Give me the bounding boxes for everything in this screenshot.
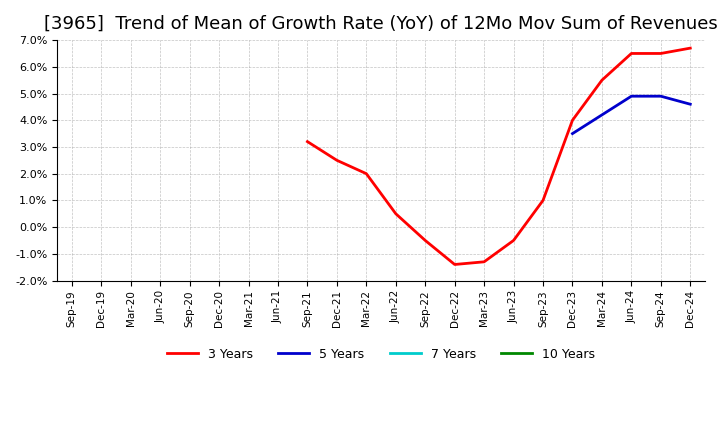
- Title: [3965]  Trend of Mean of Growth Rate (YoY) of 12Mo Mov Sum of Revenues: [3965] Trend of Mean of Growth Rate (YoY…: [44, 15, 718, 33]
- Legend: 3 Years, 5 Years, 7 Years, 10 Years: 3 Years, 5 Years, 7 Years, 10 Years: [162, 343, 600, 366]
